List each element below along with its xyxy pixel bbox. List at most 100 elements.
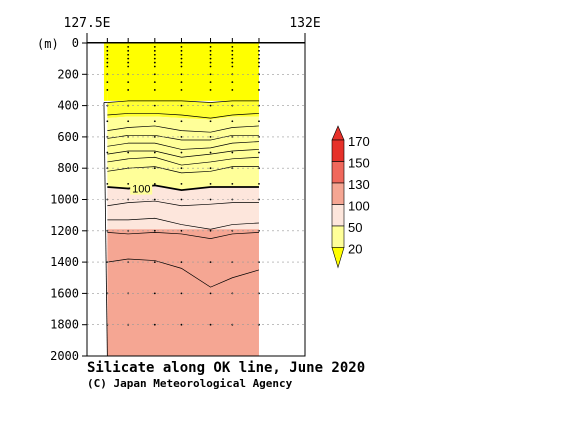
- sample-point: [106, 57, 109, 60]
- sample-point: [209, 57, 212, 60]
- sample-point: [153, 73, 156, 76]
- legend-label: 150: [348, 156, 370, 171]
- sample-point: [106, 182, 109, 185]
- sample-point: [180, 167, 183, 170]
- sample-point: [153, 151, 156, 154]
- sample-point: [127, 46, 130, 48]
- sample-point: [231, 120, 234, 123]
- legend-swatch: [331, 225, 345, 248]
- x-tick-label: 127.5E: [64, 16, 111, 31]
- contour-130: [107, 232, 259, 239]
- sample-point: [106, 120, 109, 123]
- sample-point: [127, 182, 130, 185]
- color-band-1: [107, 100, 259, 120]
- sample-point: [180, 65, 183, 68]
- contour-140: [107, 258, 260, 288]
- sample-point: [180, 57, 183, 60]
- y-tick-label: 0: [72, 36, 79, 50]
- contour-50: [107, 100, 259, 103]
- sample-point: [127, 61, 130, 64]
- legend: 170 150 130 100 50 20: [331, 125, 370, 269]
- sample-point: [231, 89, 234, 91]
- sample-point: [258, 46, 260, 48]
- sample-point: [209, 151, 212, 154]
- sample-point: [127, 49, 130, 52]
- sample-point: [153, 198, 156, 201]
- sample-point: [258, 89, 260, 91]
- axes: 0 200 400 600 800 1000 1200 1400 1600 1800 2000 127…: [50, 16, 321, 363]
- legend-label: 170: [348, 134, 370, 149]
- sample-point: [106, 61, 109, 64]
- sample-point: [258, 81, 260, 84]
- sample-point: [106, 53, 109, 56]
- surface-band-west: [103, 43, 108, 101]
- sample-point: [209, 65, 212, 68]
- y-tick-label: 200: [57, 67, 79, 81]
- legend-label: 20: [348, 242, 362, 257]
- sample-point: [209, 49, 212, 52]
- sample-point: [231, 182, 234, 185]
- contour-120: [107, 217, 259, 230]
- legend-swatch: [331, 204, 345, 227]
- sample-point: [258, 61, 260, 64]
- sample-point: [153, 167, 156, 170]
- sample-point: [209, 167, 212, 170]
- sample-point: [153, 61, 156, 64]
- sample-point: [258, 120, 260, 123]
- sample-point: [153, 57, 156, 60]
- sample-point: [258, 151, 260, 154]
- sample-point: [209, 198, 212, 201]
- sample-point: [153, 182, 156, 185]
- contour-label-100: 100: [132, 184, 150, 196]
- y-tick-label: 800: [57, 161, 79, 175]
- sample-point: [231, 151, 234, 154]
- sample-point: [180, 73, 183, 76]
- chart-title: Silicate along OK line, June 2020: [87, 360, 365, 376]
- sample-point: [231, 61, 234, 64]
- sample-point: [258, 53, 260, 56]
- sample-point: [180, 182, 183, 185]
- sample-point: [209, 292, 212, 295]
- contour-75: [107, 134, 259, 141]
- sample-point: [153, 65, 156, 68]
- y-tick-label: 1800: [50, 318, 79, 332]
- sample-point: [258, 182, 260, 185]
- sample-point: [180, 261, 183, 263]
- contour-85: [107, 149, 259, 158]
- sample-point: [106, 151, 109, 154]
- contour-80: [107, 141, 259, 150]
- sample-point: [180, 120, 183, 123]
- sample-point: [153, 49, 156, 52]
- bottom-topography-line: [103, 102, 108, 357]
- sample-point: [180, 104, 183, 107]
- sample-point: [209, 89, 212, 91]
- sample-point: [180, 198, 183, 201]
- color-band-4: [107, 229, 259, 356]
- sample-point: [180, 292, 183, 295]
- legend-swatch: [331, 161, 345, 184]
- sample-point: [180, 151, 183, 154]
- sample-point: [127, 89, 130, 91]
- sample-point: [180, 49, 183, 52]
- sample-point: [127, 120, 130, 123]
- sample-point: [153, 136, 156, 138]
- sample-point: [153, 120, 156, 123]
- sample-point: [231, 65, 234, 68]
- sample-point: [180, 61, 183, 64]
- sample-point: [180, 323, 183, 326]
- sample-point: [127, 65, 130, 68]
- y-tick-label: 400: [57, 99, 79, 113]
- sample-point: [209, 261, 212, 263]
- x-tick-label: 132E: [289, 16, 320, 31]
- y-tick-label: 600: [57, 130, 79, 144]
- y-tick-label: 1400: [50, 255, 79, 269]
- sample-point: [209, 120, 212, 123]
- y-tick-label: 1200: [50, 224, 79, 238]
- sample-point: [180, 53, 183, 56]
- contour-100: [107, 184, 259, 192]
- sample-point: [153, 46, 156, 48]
- sample-point: [106, 49, 109, 52]
- contour-60: [107, 113, 259, 119]
- credit-line: (C) Japan Meteorological Agency: [87, 377, 293, 390]
